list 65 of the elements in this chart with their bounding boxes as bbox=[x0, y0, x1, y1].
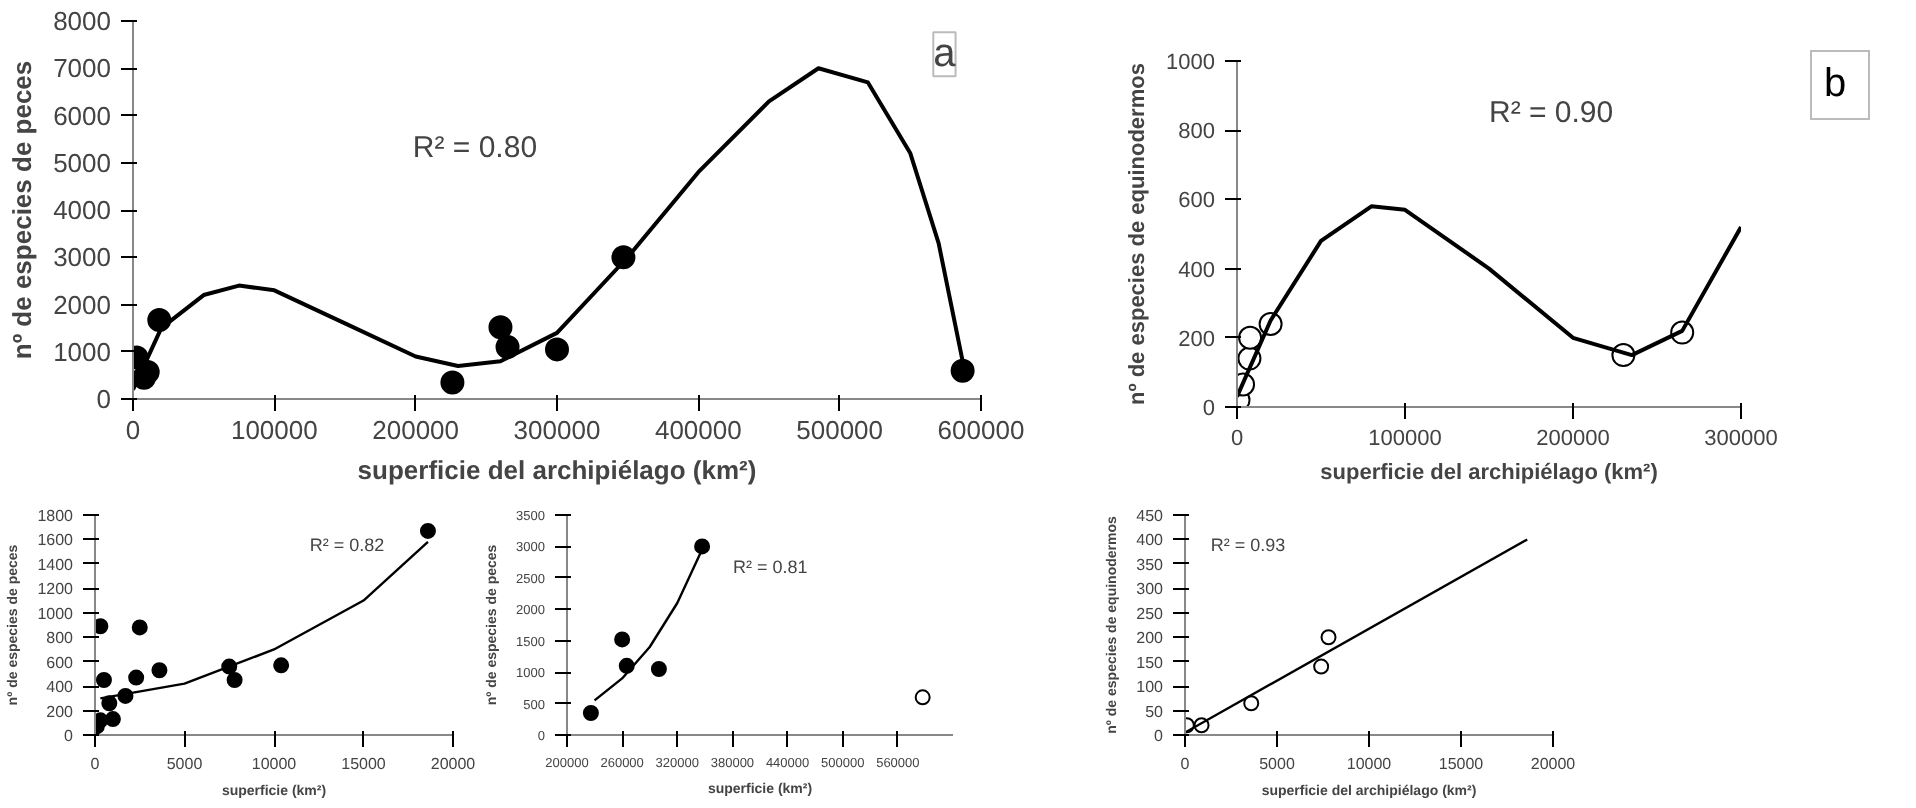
x-axis-title: superficie del archipiélago (km²) bbox=[357, 455, 757, 485]
y-tick-label: 1800 bbox=[37, 507, 75, 525]
annotation: R² = 0.80 bbox=[412, 130, 538, 165]
x-tick-label: 5000 bbox=[1259, 755, 1296, 773]
x-tick-label: 200000 bbox=[1536, 427, 1610, 451]
y-tick-label: 400 bbox=[46, 678, 75, 697]
y-tick-label: 200 bbox=[1136, 629, 1165, 648]
y-tick-label: 3000 bbox=[53, 242, 111, 273]
y-tick-label: 350 bbox=[1136, 555, 1165, 574]
x-tick-label: 20000 bbox=[1530, 755, 1577, 773]
x-tick-label: 0 bbox=[125, 415, 141, 445]
y-tick-label: 400 bbox=[1136, 531, 1165, 550]
y-tick-label: 1600 bbox=[37, 531, 75, 550]
y-tick-label: 600 bbox=[46, 653, 75, 672]
x-tick-label: 100000 bbox=[1368, 427, 1442, 451]
y-axis-title: nº de especies de equinodermos bbox=[1126, 63, 1151, 405]
y-tick-label: 1000 bbox=[1166, 51, 1216, 75]
y-tick-label: 250 bbox=[1136, 604, 1165, 623]
x-tick-label: 5000 bbox=[166, 755, 204, 773]
x-tick-label: 10000 bbox=[251, 755, 298, 773]
y-tick-label: 200 bbox=[46, 702, 75, 721]
y-tick-label: 150 bbox=[1136, 653, 1165, 672]
y-tick-label: 800 bbox=[46, 629, 75, 648]
x-tick-label: 600000 bbox=[937, 415, 1025, 445]
y-axis-title: nº de especies de peces bbox=[7, 60, 38, 360]
y-tick-label: 1000 bbox=[53, 336, 111, 367]
annotation: R² = 0.93 bbox=[1210, 534, 1286, 555]
y-tick-label: 1400 bbox=[37, 555, 75, 574]
y-tick-label: 100 bbox=[1136, 678, 1165, 697]
y-tick-label: 400 bbox=[1178, 258, 1216, 283]
y-tick-label: 200 bbox=[1178, 327, 1216, 352]
y-tick-label: 0 bbox=[96, 384, 112, 414]
y-tick-label: 1200 bbox=[37, 580, 75, 599]
annotation: R² = 0.81 bbox=[732, 556, 808, 577]
x-axis-title: superficie del archipiélago (km²) bbox=[1320, 461, 1659, 485]
y-tick-label: 50 bbox=[1145, 702, 1165, 721]
y-tick-label: 600 bbox=[1178, 189, 1216, 214]
y-tick-label: 6000 bbox=[53, 100, 111, 131]
x-tick-label: 300000 bbox=[513, 415, 601, 445]
x-tick-label: 400000 bbox=[654, 415, 742, 445]
y-tick-label: 4000 bbox=[53, 195, 111, 225]
x-tick-label: 15000 bbox=[341, 755, 387, 773]
x-tick-label: 10000 bbox=[1346, 755, 1393, 773]
annotation: R² = 0.82 bbox=[309, 534, 385, 555]
y-tick-label: 7000 bbox=[53, 53, 111, 84]
y-tick-label: 0 bbox=[64, 727, 75, 745]
y-tick-label: 450 bbox=[1136, 507, 1165, 525]
text: b bbox=[1824, 60, 1847, 110]
y-tick-label: 5000 bbox=[53, 147, 111, 178]
x-tick-label: 100000 bbox=[230, 415, 318, 445]
y-tick-label: 2000 bbox=[53, 289, 111, 320]
x-tick-label: 0 bbox=[1230, 427, 1244, 451]
y-tick-label: 8000 bbox=[53, 6, 111, 36]
x-tick-label: 15000 bbox=[1438, 755, 1485, 773]
y-tick-label: 0 bbox=[1154, 727, 1165, 745]
y-tick-label: 1000 bbox=[37, 604, 75, 623]
y-tick-label: 0 bbox=[1202, 397, 1216, 421]
annotation: R² = 0.90 bbox=[1489, 96, 1614, 131]
x-tick-label: 20000 bbox=[430, 755, 477, 773]
x-tick-label: 300000 bbox=[1704, 427, 1778, 451]
x-tick-label: 200000 bbox=[372, 415, 460, 445]
annotation: a bbox=[933, 32, 958, 77]
y-tick-label: 800 bbox=[1178, 120, 1216, 145]
x-tick-label: 500000 bbox=[796, 415, 884, 445]
y-tick-label: 300 bbox=[1136, 580, 1165, 599]
